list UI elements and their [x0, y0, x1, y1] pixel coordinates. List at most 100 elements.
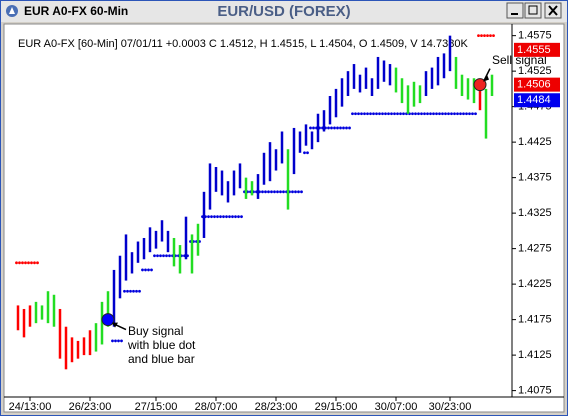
stop-dot [150, 268, 153, 272]
stop-dot [360, 112, 363, 116]
stop-dot [111, 339, 114, 343]
stop-dot [357, 112, 360, 116]
stop-dot [273, 190, 276, 194]
stop-dot [264, 190, 267, 194]
maximize-button[interactable] [524, 2, 542, 19]
stop-dot [291, 190, 294, 194]
signal-label: with blue dot [127, 338, 196, 352]
stop-dot [162, 254, 165, 258]
stop-dot [312, 126, 315, 130]
stop-dot [234, 215, 237, 219]
x-tick-label: 26/23:00 [69, 401, 112, 413]
stop-dot [240, 215, 243, 219]
y-tick-label: 1.4225 [518, 278, 552, 290]
stop-dot [489, 34, 492, 38]
stop-dot [33, 261, 36, 265]
stop-dot [381, 112, 384, 116]
stop-dot [354, 112, 357, 116]
stop-dot [348, 126, 351, 130]
stop-dot [336, 126, 339, 130]
stop-dot [222, 215, 225, 219]
stop-dot [435, 112, 438, 116]
stop-dot [480, 34, 483, 38]
stop-dot [30, 261, 33, 265]
stop-dot [297, 190, 300, 194]
stop-dot [333, 126, 336, 130]
stop-dot [378, 112, 381, 116]
stop-dot [453, 112, 456, 116]
stop-dot [414, 112, 417, 116]
stop-dot [465, 112, 468, 116]
minimize-button[interactable] [506, 2, 524, 19]
stop-dot [138, 289, 141, 293]
stop-dot [18, 261, 21, 265]
plot-frame [3, 23, 565, 413]
stop-dot [342, 126, 345, 130]
x-tick-label: 27/15:00 [135, 401, 178, 413]
stop-dot [282, 190, 285, 194]
signal-label: Buy signal [128, 324, 183, 338]
stop-dot [462, 112, 465, 116]
stop-dot [438, 112, 441, 116]
app-icon-glyph [9, 7, 15, 14]
signal-arrowhead [112, 322, 118, 328]
stop-dot [372, 112, 375, 116]
x-tick-label: 24/13:00 [9, 401, 52, 413]
stop-dot [165, 254, 168, 258]
stop-dot [441, 112, 444, 116]
stop-dot [156, 254, 159, 258]
stop-dot [471, 112, 474, 116]
y-tick-label: 1.4375 [518, 172, 552, 184]
stop-dot [261, 190, 264, 194]
signal-arrowhead [483, 74, 489, 82]
stop-dot [426, 112, 429, 116]
stop-dot [387, 112, 390, 116]
stop-dot [459, 112, 462, 116]
stop-dot [429, 112, 432, 116]
stop-dot [369, 112, 372, 116]
stop-dot [300, 190, 303, 194]
stop-dot [123, 289, 126, 293]
x-tick-label: 30/07:00 [375, 401, 418, 413]
info-line: EUR A0-FX [60-Min] 07/01/11 +0.0003 C 1.… [18, 38, 468, 50]
stop-dot [24, 261, 27, 265]
stop-dot [27, 261, 30, 265]
stop-dot [375, 112, 378, 116]
stop-dot [228, 215, 231, 219]
stop-dot [294, 190, 297, 194]
stop-dot [390, 112, 393, 116]
stop-dot [450, 112, 453, 116]
stop-dot [21, 261, 24, 265]
stop-dot [219, 215, 222, 219]
x-tick-label: 30/23:00 [429, 401, 472, 413]
maximize-glyph [528, 5, 538, 15]
stop-dot [153, 254, 156, 258]
y-tick-label: 1.4325 [518, 207, 552, 219]
stop-dot [126, 289, 129, 293]
stop-dot [36, 261, 39, 265]
stop-dot [402, 112, 405, 116]
price-label: 1.4555 [517, 44, 551, 56]
stop-dot [396, 112, 399, 116]
stop-dot [207, 215, 210, 219]
stop-dot [477, 34, 480, 38]
y-tick-label: 1.4425 [518, 136, 552, 148]
stop-dot [270, 190, 273, 194]
stop-dot [225, 215, 228, 219]
y-tick-label: 1.4525 [518, 65, 552, 77]
stop-dot [345, 126, 348, 130]
price-label-box [514, 93, 560, 108]
stop-dot [159, 254, 162, 258]
y-tick-label: 1.4175 [518, 314, 552, 326]
x-tick-label: 28/07:00 [195, 401, 238, 413]
stop-dot [117, 339, 120, 343]
stop-dot [144, 268, 147, 272]
y-tick-label: 1.4275 [518, 243, 552, 255]
stop-dot [168, 254, 171, 258]
stop-dot [327, 126, 330, 130]
stop-dot [210, 215, 213, 219]
y-tick-label: 1.4075 [518, 385, 552, 397]
stop-dot [339, 126, 342, 130]
stop-dot [147, 268, 150, 272]
